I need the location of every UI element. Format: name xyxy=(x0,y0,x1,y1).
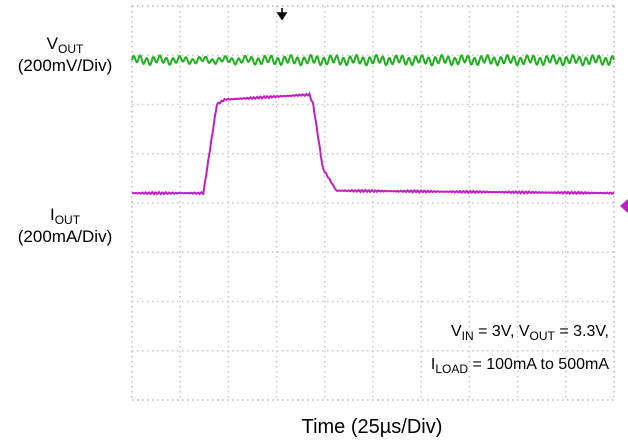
vout-label-main: V xyxy=(46,34,58,53)
iload-sub: LOAD xyxy=(435,362,469,376)
iout-scale: (200mA/Div) xyxy=(17,227,113,246)
vin-value: = 3V, xyxy=(473,323,519,340)
iout-ground-marker xyxy=(620,199,628,213)
vout-label: VOUT (200mV/Div) xyxy=(0,33,130,77)
iload-main: I xyxy=(430,356,436,373)
iout-label-sub: OUT xyxy=(54,213,81,227)
markers xyxy=(276,8,628,213)
vin-sub: IN xyxy=(461,329,474,343)
vout-cond-main: V xyxy=(518,323,530,340)
vout-trace xyxy=(131,53,615,67)
scope-plot xyxy=(131,5,628,401)
x-axis-label: Time (25µs/Div) xyxy=(301,416,443,438)
grid xyxy=(131,5,615,401)
iout-trace xyxy=(131,91,615,196)
vout-label-sub: OUT xyxy=(58,42,84,56)
iload-value: = 100mA to 500mA xyxy=(468,356,609,373)
iout-label: IOUT (200mA/Div) xyxy=(0,204,130,248)
vin-main: V xyxy=(450,323,462,340)
conditions-line-1: VIN = 3V, VOUT = 3.3V, xyxy=(451,322,609,342)
conditions-line-2: ILOAD = 100mA to 500mA xyxy=(431,355,609,375)
iout-label-main: I xyxy=(49,205,55,224)
vout-scale: (200mV/Div) xyxy=(17,56,113,75)
trigger-marker xyxy=(276,8,288,21)
vout-cond-sub: OUT xyxy=(529,329,555,343)
vout-cond-value: = 3.3V, xyxy=(554,323,609,340)
